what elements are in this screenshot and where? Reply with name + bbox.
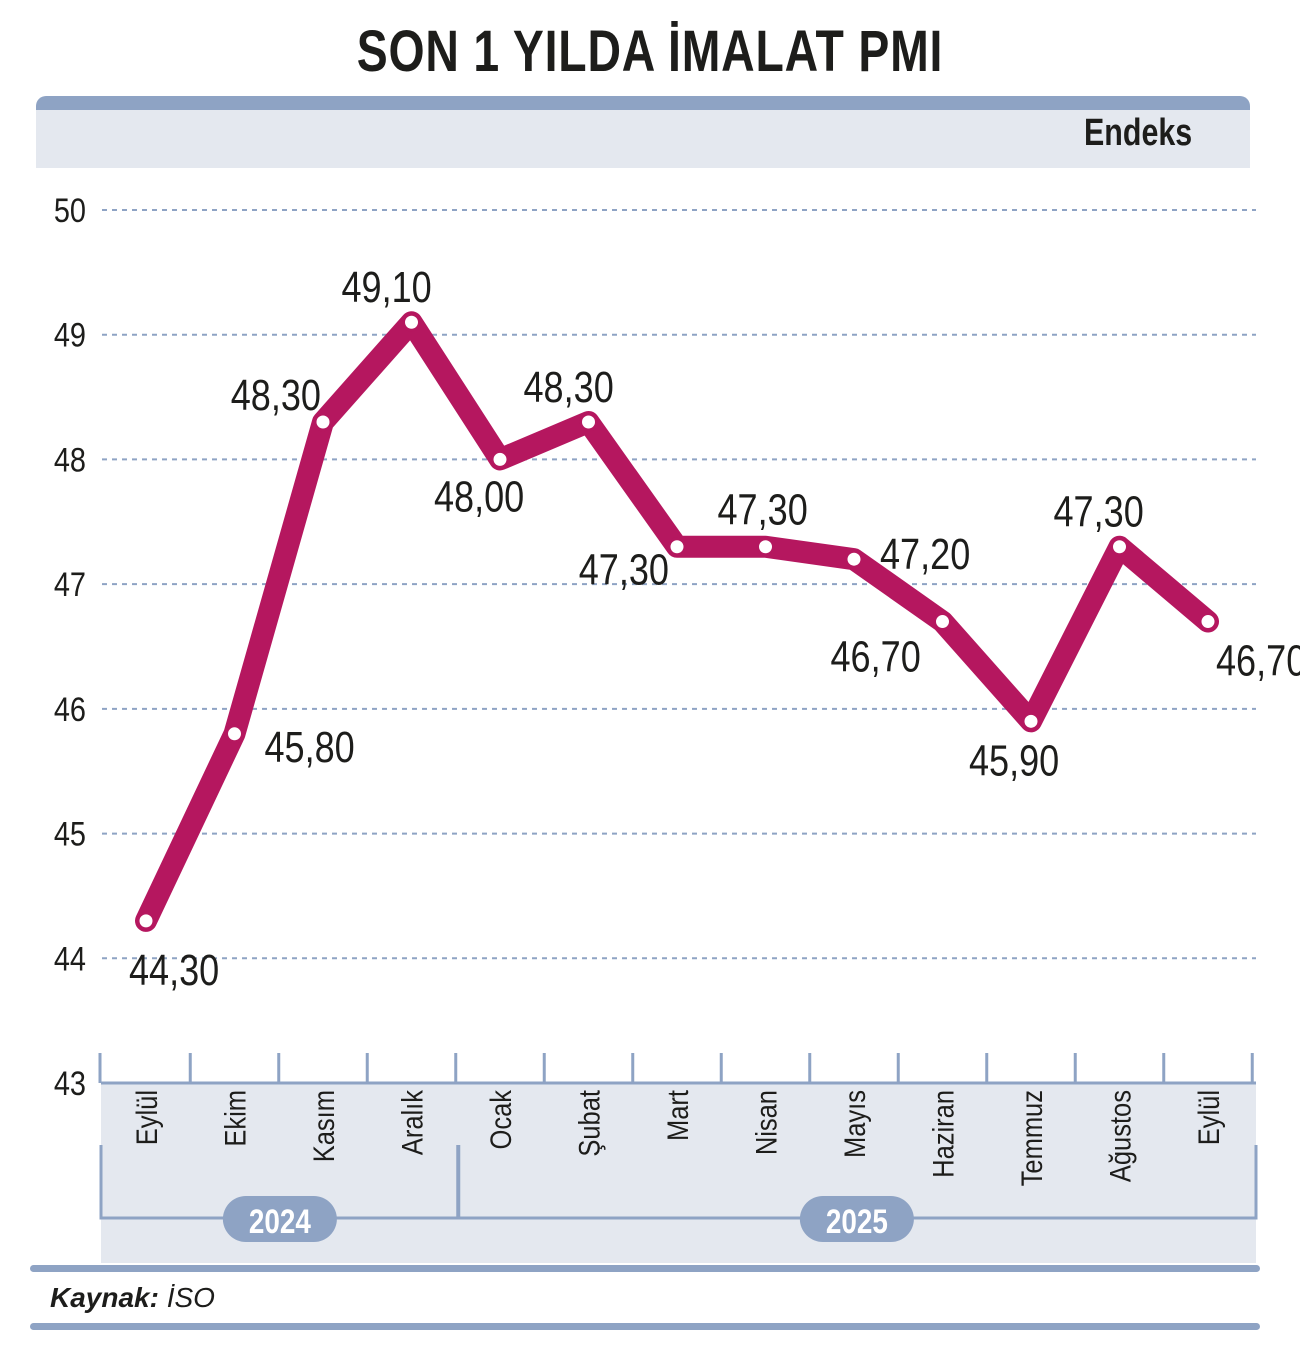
data-label: 48,00 [434, 472, 524, 521]
data-point [402, 312, 421, 332]
data-point [1021, 711, 1041, 731]
unit-label: Endeks [1083, 112, 1192, 154]
year-label: 2024 [249, 1202, 312, 1240]
data-point [933, 612, 952, 632]
data-label: 49,10 [342, 263, 432, 312]
source-label: Kaynak: [50, 1282, 159, 1313]
y-tick-label: 47 [54, 565, 86, 604]
data-label: 46,70 [831, 632, 921, 681]
data-label: 45,80 [265, 722, 355, 771]
header-frame-bar [36, 96, 1250, 110]
data-label: 45,90 [969, 736, 1059, 785]
y-tick-label: 48 [54, 440, 86, 479]
y-tick-label: 50 [54, 191, 86, 230]
footer-line-bottom [30, 1323, 1260, 1330]
data-point [1110, 537, 1129, 557]
x-tick-label: Ekim [219, 1090, 252, 1147]
source-note: Kaynak: İSO [50, 1282, 215, 1314]
data-point [136, 911, 156, 931]
x-tick-label: Ocak [484, 1090, 517, 1150]
data-point [225, 724, 244, 744]
y-tick-label: 46 [54, 690, 86, 729]
x-tick-label: Eylül [1192, 1090, 1225, 1145]
source-value: İSO [166, 1282, 215, 1313]
y-tick-label: 49 [54, 315, 86, 354]
data-point [667, 537, 687, 557]
x-tick-label: Eylül [130, 1090, 163, 1145]
x-tick-label: Şubat [573, 1090, 606, 1157]
data-label: 47,30 [1054, 487, 1144, 536]
header-band [36, 110, 1250, 168]
data-label: 48,30 [231, 371, 321, 420]
x-tick-label: Kasım [307, 1090, 340, 1162]
data-point [756, 537, 775, 557]
data-label: 48,30 [524, 363, 614, 412]
year-badge [222, 1196, 337, 1242]
footer-line-top [30, 1265, 1260, 1272]
data-label: 47,20 [880, 530, 970, 579]
x-tick-label: Mayıs [838, 1090, 871, 1158]
chart-title: SON 1 YILDA İMALAT PMI [356, 19, 944, 84]
data-label: 47,30 [579, 545, 669, 594]
x-tick-label: Nisan [750, 1090, 783, 1155]
data-point [313, 412, 333, 432]
data-label: 46,70 [1216, 636, 1300, 685]
x-tick-label: Haziran [927, 1090, 960, 1178]
data-point [490, 449, 510, 469]
data-label: 47,30 [718, 485, 808, 534]
y-tick-label: 43 [54, 1064, 86, 1103]
x-tick-label: Temmuz [1015, 1090, 1048, 1186]
y-tick-label: 45 [54, 814, 86, 853]
y-tick-label: 44 [54, 939, 86, 978]
x-tick-label: Aralık [396, 1090, 429, 1155]
x-tick-label: Ağustos [1104, 1090, 1137, 1182]
x-tick-label: Mart [661, 1090, 694, 1141]
data-point [844, 549, 864, 569]
data-point [1198, 612, 1218, 632]
data-label: 44,30 [129, 946, 219, 995]
data-point [579, 412, 598, 432]
year-label: 2025 [826, 1202, 888, 1240]
year-badge [799, 1196, 914, 1242]
